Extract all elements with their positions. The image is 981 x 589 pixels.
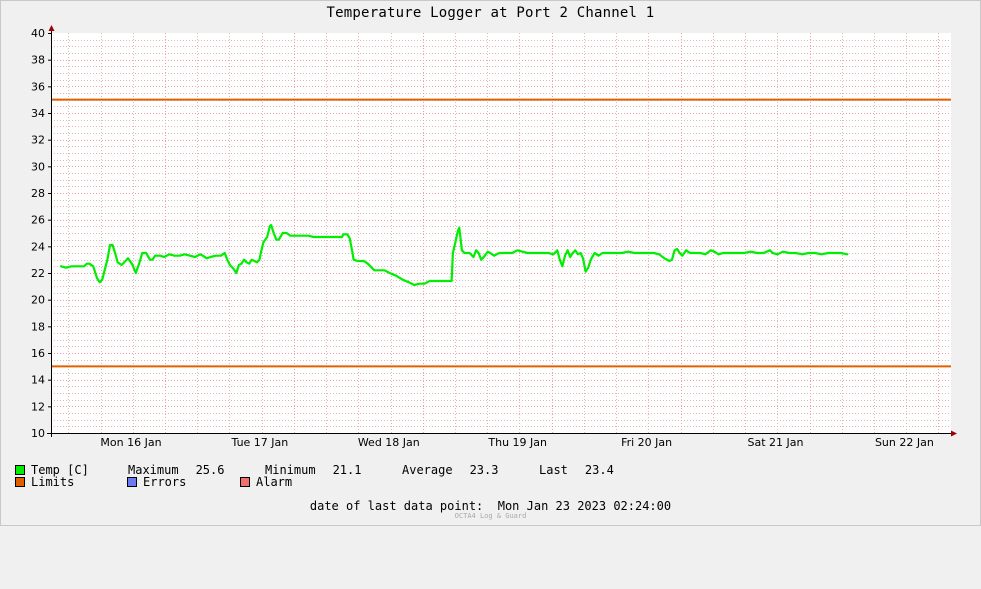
x-tick-labels: Mon 16 Jan Tue 17 Jan Wed 18 Jan Thu 19 Jan… xyxy=(100,436,933,449)
y-tick-label: 22 xyxy=(31,267,45,280)
stat-maximum: Maximum 25.6 xyxy=(128,463,224,477)
legend: Temp [C] Maximum 25.6 Minimum 21.1 Average… xyxy=(15,463,614,589)
chart-title: Temperature Logger at Port 2 Channel 1 xyxy=(326,5,655,21)
stat-last-label: Last xyxy=(539,463,568,477)
y-tick-label: 40 xyxy=(31,27,45,40)
y-tick-label: 34 xyxy=(31,107,45,120)
x-tick-label: Sat 21 Jan xyxy=(748,436,804,449)
y-tick-label: 30 xyxy=(31,160,45,173)
x-tick-label: Thu 19 Jan xyxy=(487,436,547,449)
y-tick-label: 12 xyxy=(31,400,45,413)
legend-temp-label: Temp [C] xyxy=(31,463,89,477)
y-tick-label: 14 xyxy=(31,374,45,387)
legend-limits-label: Limits xyxy=(31,475,75,489)
stat-average-label: Average xyxy=(402,463,453,477)
stat-maximum-value: 25.6 xyxy=(195,463,225,477)
legend-alarm-label: Alarm xyxy=(256,475,293,489)
temp-series-line xyxy=(59,223,849,287)
legend-temp-swatch xyxy=(15,465,25,475)
x-tick-label: Sun 22 Jan xyxy=(875,436,934,449)
x-axis-arrow xyxy=(951,430,957,437)
grid-lines xyxy=(51,33,951,433)
last-data-point-label: date of last data point: xyxy=(309,499,484,513)
stat-average-value: 23.3 xyxy=(469,463,499,477)
stat-minimum-value: 21.1 xyxy=(332,463,362,477)
y-tick-label: 24 xyxy=(31,240,45,253)
y-tick-label: 18 xyxy=(31,320,45,333)
stat-last-value: 23.4 xyxy=(584,463,614,477)
x-tick-label: Mon 16 Jan xyxy=(100,436,161,449)
last-data-point-value: Mon Jan 23 2023 02:24:00 xyxy=(497,499,672,513)
x-tick-label: Wed 18 Jan xyxy=(358,436,420,449)
y-tick-label: 28 xyxy=(31,187,45,200)
y-tick-labels: 10 12 14 16 18 20 22 24 26 28 30 32 34 36 38 40 xyxy=(31,27,51,440)
y-tick-label: 26 xyxy=(31,214,45,227)
y-tick-label: 32 xyxy=(31,134,45,147)
legend-alarm-swatch xyxy=(240,477,250,487)
legend-errors: Errors xyxy=(127,475,186,489)
y-tick-label: 10 xyxy=(31,427,45,440)
x-tick-label: Tue 17 Jan xyxy=(231,436,289,449)
legend-temp: Temp [C] xyxy=(15,463,89,477)
legend-limits-swatch xyxy=(15,477,25,487)
last-data-point: date of last data point: Mon Jan 23 2023… xyxy=(0,499,981,513)
stat-minimum-label: Minimum xyxy=(265,463,316,477)
y-axis-arrow xyxy=(48,25,55,31)
legend-limits: Limits xyxy=(15,475,74,489)
legend-errors-label: Errors xyxy=(143,475,187,489)
chart-svg: 10 12 14 16 18 20 22 24 26 28 30 32 34 36 38 40 Mon 16 … xyxy=(31,25,957,449)
y-tick-label: 38 xyxy=(31,54,45,67)
stat-minimum: Minimum 21.1 xyxy=(265,463,361,477)
x-tick-label: Fri 20 Jan xyxy=(621,436,672,449)
stat-last: Last 23.4 xyxy=(539,463,614,477)
y-tick-label: 36 xyxy=(31,80,45,93)
y-tick-label: 20 xyxy=(31,294,45,307)
stat-average: Average 23.3 xyxy=(402,463,498,477)
legend-alarm: Alarm xyxy=(240,475,292,489)
watermark-text: OCTA4 Log & Guard xyxy=(454,512,527,520)
limit-lines xyxy=(51,98,951,368)
series-layer xyxy=(59,223,849,287)
stat-maximum-label: Maximum xyxy=(128,463,179,477)
y-tick-label: 16 xyxy=(31,347,45,360)
axes xyxy=(47,25,957,437)
legend-errors-swatch xyxy=(127,477,137,487)
